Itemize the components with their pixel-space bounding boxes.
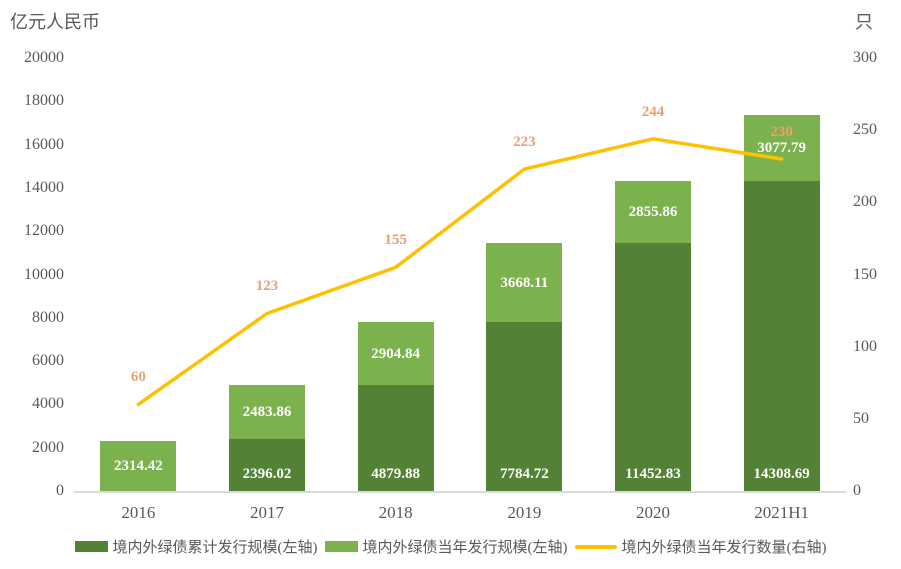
- x-axis-category-label: 2017: [250, 503, 284, 522]
- right-axis-tick-label: 200: [853, 193, 877, 211]
- left-axis-tick-label: 16000: [24, 135, 64, 153]
- line-value-label: 223: [513, 134, 536, 151]
- right-axis-tick-label: 300: [853, 49, 877, 66]
- bar-value-label-cumulative: 2396.02: [242, 466, 292, 482]
- legend-label-cumulative-issuance: 境内外绿债累计发行规模(左轴): [112, 540, 318, 556]
- bar-value-label-annual: 3668.11: [500, 274, 549, 291]
- bar-segment-cumulative: [743, 181, 820, 491]
- right-axis-tick-label: 250: [853, 121, 877, 139]
- x-axis-category-label: 2021H1: [754, 503, 810, 522]
- line-value-label: 155: [384, 232, 407, 249]
- bar-value-label-cumulative: 14308.69: [753, 466, 810, 482]
- left-axis-tick-label: 18000: [24, 92, 64, 110]
- legend-item-annual-issuance: 境内外绿债当年发行规模(左轴): [324, 536, 568, 557]
- legend-item-annual-count: 境内外绿债当年发行数量(右轴): [574, 536, 827, 557]
- bar-value-label-annual: 2314.42: [113, 457, 163, 474]
- legend-label-annual-count: 境内外绿债当年发行数量(右轴): [621, 540, 827, 556]
- right-axis-tick-label: 150: [853, 265, 877, 283]
- left-axis-tick-label: 6000: [32, 352, 64, 370]
- legend-swatch-dark-green-icon: [74, 541, 108, 552]
- bar-value-label-annual: 2855.86: [628, 204, 678, 221]
- left-axis-tick-label: 8000: [32, 308, 64, 326]
- left-axis-tick-label: 10000: [24, 265, 64, 283]
- legend-item-cumulative-issuance: 境内外绿债累计发行规模(左轴): [74, 536, 318, 557]
- left-axis-title: 亿元人民币: [10, 12, 100, 32]
- bar-value-label-cumulative: 11452.83: [625, 466, 681, 482]
- bar-value-label-annual: 2483.86: [242, 404, 292, 421]
- left-axis-tick-label: 2000: [32, 438, 64, 456]
- right-axis-tick-label: 100: [853, 337, 877, 355]
- x-axis-category-label: 2016: [121, 503, 156, 522]
- line-value-label: 244: [641, 103, 665, 120]
- left-axis-tick-label: 4000: [32, 395, 64, 413]
- bar-segment-cumulative: [615, 243, 691, 491]
- line-value-label: 60: [130, 369, 146, 386]
- bar-value-label-cumulative: 4879.88: [371, 466, 421, 482]
- bar-segment-cumulative: [229, 439, 305, 491]
- right-axis-tick-label: 0: [853, 482, 861, 499]
- line-value-label: 230: [770, 124, 793, 141]
- legend-swatch-light-green-icon: [324, 541, 358, 552]
- left-axis-tick-label: 12000: [24, 222, 64, 240]
- x-axis-category-label: 2020: [636, 503, 670, 522]
- x-axis-category-label: 2018: [378, 503, 413, 522]
- right-axis-tick-label: 50: [853, 409, 869, 427]
- x-axis-line: [74, 491, 846, 493]
- line-value-label: 123: [255, 278, 279, 295]
- legend-swatch-line-icon: [574, 544, 617, 549]
- left-axis-tick-label: 20000: [24, 49, 64, 66]
- bar-value-label-annual: 3077.79: [757, 139, 807, 156]
- legend: 境内外绿债累计发行规模(左轴) 境内外绿债当年发行规模(左轴) 境内外绿债当年发…: [0, 536, 901, 557]
- bar-value-label-cumulative: 7784.72: [499, 466, 549, 482]
- bar-value-label-annual: 2904.84: [371, 345, 421, 362]
- x-axis-category-label: 2019: [507, 503, 542, 522]
- right-axis-title: 只: [855, 12, 873, 32]
- left-axis-tick-label: 0: [56, 482, 64, 499]
- bar-segment-annual: [100, 440, 177, 491]
- legend-label-annual-issuance: 境内外绿债当年发行规模(左轴): [362, 540, 568, 556]
- left-axis-tick-label: 14000: [24, 178, 64, 196]
